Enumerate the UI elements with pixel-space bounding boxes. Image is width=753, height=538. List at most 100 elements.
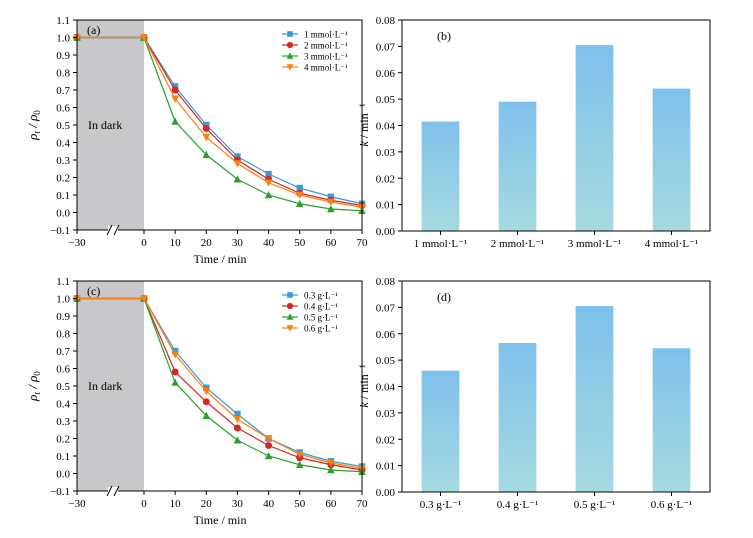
data-point-square xyxy=(296,184,303,192)
y-tick-label: 0.04 xyxy=(376,121,396,133)
axis-break-mark xyxy=(113,224,120,236)
y-tick-label: 0.4 xyxy=(56,399,70,411)
data-point-circle xyxy=(171,86,179,94)
data-point-triangle-down xyxy=(295,451,304,459)
y-tick-label: 1.1 xyxy=(56,15,70,27)
panel-label: (b) xyxy=(437,29,451,43)
data-point-triangle-up xyxy=(264,452,273,460)
x-tick-label: 0.4 g·L⁻¹ xyxy=(497,499,539,511)
y-tick-label: 0.00 xyxy=(376,226,396,238)
y-label-rho: ρ xyxy=(25,395,40,402)
y-tick-label: 0.00 xyxy=(376,487,396,499)
data-point-triangle-down xyxy=(286,64,294,71)
data-point-circle xyxy=(286,41,294,49)
dark-region xyxy=(77,20,144,230)
axis-break-mark xyxy=(113,485,120,497)
y-label-slash-rho: / ρ xyxy=(25,376,40,392)
data-point-triangle-up xyxy=(327,466,335,474)
legend: 1 mmol·L⁻¹2 mmol·L⁻¹3 mmol·L⁻¹4 mmol·L⁻¹ xyxy=(282,30,348,73)
y-tick-label: 1.1 xyxy=(56,276,70,288)
data-point-triangle-down xyxy=(140,34,148,42)
y-tick-label: 0.7 xyxy=(56,346,70,358)
x-tick-label: 0.6 g·L⁻¹ xyxy=(651,499,693,511)
y-label-sub-0: 0 xyxy=(32,371,42,376)
bar xyxy=(652,348,691,492)
x-tick-label: 30 xyxy=(232,498,244,510)
in-dark-annotation: In dark xyxy=(88,379,122,393)
data-point-triangle-up xyxy=(171,378,179,386)
y-tick-label: 0.08 xyxy=(376,276,396,288)
y-tick-label: 0.01 xyxy=(376,200,395,212)
panel-label: (d) xyxy=(437,290,451,304)
bar xyxy=(652,88,691,231)
y-tick-label: 0.02 xyxy=(376,173,395,185)
y-axis-label: k / min⁻¹ xyxy=(357,103,371,147)
x-tick-label: 40 xyxy=(263,498,275,510)
bar xyxy=(498,101,537,231)
data-point-triangle-up xyxy=(171,117,179,125)
x-tick-label: 70 xyxy=(357,498,369,510)
y-label-rho: ρ xyxy=(25,134,40,141)
y-tick-label: 0.1 xyxy=(56,451,70,463)
y-tick-label: 0.08 xyxy=(376,15,396,27)
data-point-triangle-down xyxy=(202,134,211,142)
data-point-square xyxy=(287,31,293,37)
x-tick-label: 40 xyxy=(263,237,275,249)
data-point-triangle-down xyxy=(264,435,273,443)
data-point-triangle-up xyxy=(202,150,211,158)
data-point-square xyxy=(265,170,272,178)
data-point-circle xyxy=(286,302,294,310)
data-point-triangle-down xyxy=(171,351,179,359)
x-tick-label: 60 xyxy=(325,498,337,510)
y-tick-label: 0.4 xyxy=(56,138,70,150)
y-axis-label: k / min⁻¹ xyxy=(357,364,371,408)
legend-entry-label: 0.6 g·L⁻¹ xyxy=(304,324,338,334)
y-tick-label: 0.05 xyxy=(376,94,396,106)
y-tick-label: 0.9 xyxy=(56,50,70,62)
data-point-triangle-down xyxy=(295,191,304,199)
data-point-triangle-down xyxy=(202,388,211,396)
y-tick-label: 0.8 xyxy=(56,329,70,341)
y-label-slash-rho: / ρ xyxy=(25,115,40,131)
legend: 0.3 g·L⁻¹0.4 g·L⁻¹0.5 g·L⁻¹0.6 g·L⁻¹ xyxy=(282,291,338,334)
data-point-triangle-down xyxy=(233,416,242,424)
y-label-unit: / min⁻¹ xyxy=(357,103,371,141)
y-tick-label: 0.8 xyxy=(56,68,70,80)
data-point-square xyxy=(171,347,179,355)
y-tick-label: 0.3 xyxy=(56,416,70,428)
x-tick-label: 60 xyxy=(325,237,337,249)
data-point-triangle-up xyxy=(295,460,304,468)
y-tick-label: 0.07 xyxy=(376,302,396,314)
x-tick-label: −30 xyxy=(68,237,86,249)
data-point-triangle-down xyxy=(286,325,294,332)
legend-entry-label: 1 mmol·L⁻¹ xyxy=(304,30,348,40)
axis-break-gap xyxy=(108,487,118,495)
panel-label: (a) xyxy=(87,23,100,37)
y-label-sub-t: t xyxy=(32,131,42,134)
data-point-triangle-down xyxy=(171,95,179,103)
panel-a-axes: −0.1 0.0 0.1 0.2 0.3 0.4 0.5 0.6 0.7 0.8 0.9 1.0 1.1… xyxy=(50,15,368,249)
dark-region xyxy=(77,281,144,491)
data-point-triangle-up xyxy=(286,313,294,320)
y-tick-label: 0.9 xyxy=(56,311,70,323)
x-tick-label: 20 xyxy=(201,237,213,249)
data-point-triangle-up xyxy=(233,436,242,444)
panel-a: −0.1 0.0 0.1 0.2 0.3 0.4 0.5 0.6 0.7 0.8 0.9 1.0 1.1… xyxy=(25,15,368,266)
x-tick-label: 3 mmol·L⁻¹ xyxy=(568,238,621,250)
panel-d: 0.3 g·L⁻¹ 0.4 g·L⁻¹ 0.5 g·L⁻¹ 0.6 g·L⁻¹ 0.00… xyxy=(357,276,711,511)
y-tick-label: 0.05 xyxy=(376,355,396,367)
data-point-triangle-up xyxy=(202,411,211,419)
legend-entry-label: 4 mmol·L⁻¹ xyxy=(304,63,348,73)
x-tick-label: 1 mmol·L⁻¹ xyxy=(414,238,467,250)
panel-b-plot xyxy=(421,45,691,232)
y-tick-label: 0.03 xyxy=(376,147,396,159)
data-point-triangle-down xyxy=(327,198,335,206)
y-label-unit: / min⁻¹ xyxy=(357,364,371,402)
data-point-square xyxy=(203,384,210,391)
data-point-triangle-down xyxy=(327,459,335,467)
axis-break-gap xyxy=(108,226,118,234)
data-point-triangle-down xyxy=(264,179,273,187)
x-tick-label: 2 mmol·L⁻¹ xyxy=(491,238,544,250)
legend-entry-label: 0.3 g·L⁻¹ xyxy=(304,291,338,301)
